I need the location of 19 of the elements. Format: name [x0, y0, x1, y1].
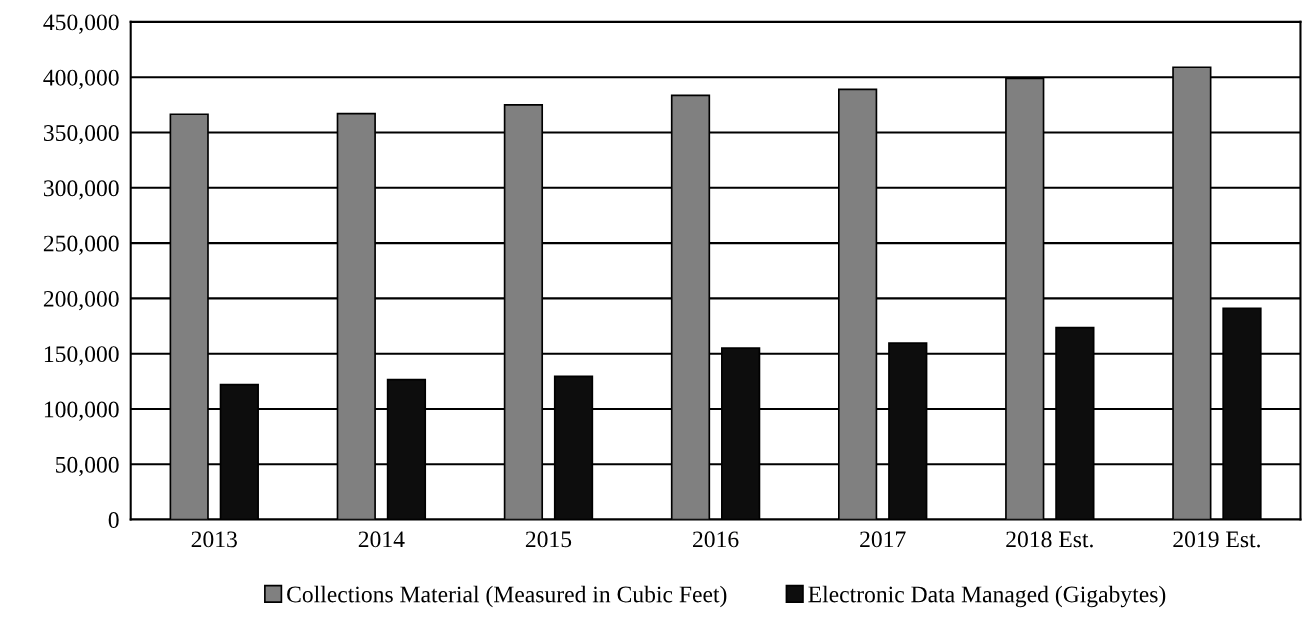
legend-label: Electronic Data Managed (Gigabytes) [808, 585, 1166, 608]
y-tick-label: 300,000 [43, 180, 119, 200]
y-tick-label: 100,000 [44, 401, 119, 421]
x-tick-label: 2015 [525, 531, 572, 548]
x-tick-label: 2016 [693, 531, 739, 548]
x-tick-label: 2013 [191, 531, 237, 548]
x-tick-label: 2014 [358, 531, 405, 548]
y-tick-label: 200,000 [43, 290, 119, 311]
y-tick-label: 0 [108, 512, 119, 528]
x-tick-label: 2019 Est. [1173, 531, 1260, 548]
y-tick-label: 450,000 [43, 14, 119, 34]
y-tick-label: 50,000 [56, 456, 119, 477]
y-tick-label: 250,000 [43, 235, 119, 255]
x-tick-label: 2018 Est. [1006, 531, 1093, 548]
y-tick-label: 150,000 [44, 346, 119, 366]
y-tick-label: 350,000 [43, 124, 119, 145]
x-tick-label: 2017 [860, 531, 906, 548]
y-tick-label: 400,000 [43, 69, 119, 90]
legend-label: Collections Material (Measured in Cubic Feet) [287, 585, 727, 608]
